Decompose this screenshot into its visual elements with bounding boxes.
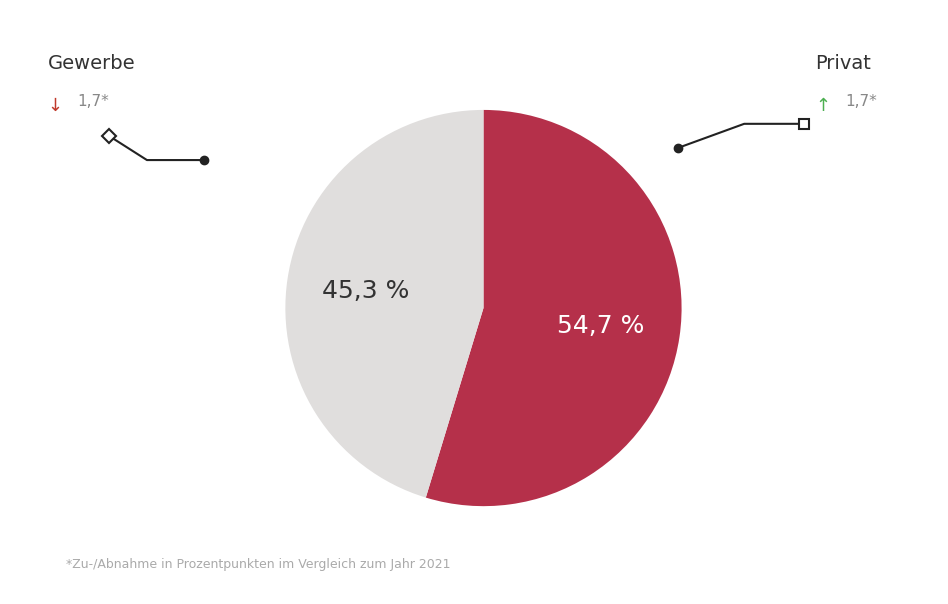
Text: ↑: ↑ xyxy=(815,97,830,115)
Text: Gewerbe: Gewerbe xyxy=(47,54,135,73)
Wedge shape xyxy=(285,110,483,498)
Text: *Zu-/Abnahme in Prozentpunkten im Vergleich zum Jahr 2021: *Zu-/Abnahme in Prozentpunkten im Vergle… xyxy=(66,557,451,571)
Text: 54,7 %: 54,7 % xyxy=(557,313,645,338)
Text: ↓: ↓ xyxy=(47,97,63,115)
Text: Privat: Privat xyxy=(815,54,871,73)
Text: 1,7*: 1,7* xyxy=(78,94,109,109)
Text: 45,3 %: 45,3 % xyxy=(322,278,410,303)
Wedge shape xyxy=(426,110,682,506)
Text: 1,7*: 1,7* xyxy=(846,94,877,109)
